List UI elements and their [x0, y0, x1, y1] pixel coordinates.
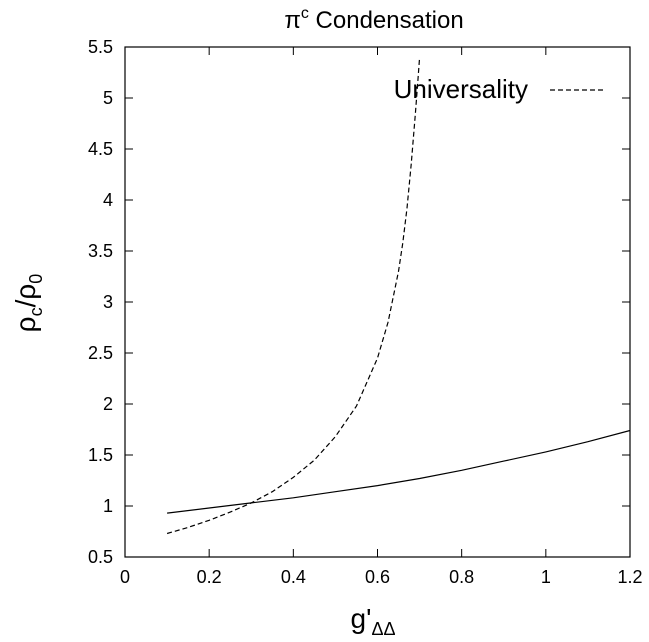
- legend: Universality: [394, 74, 604, 104]
- y-tick-label: 4.5: [88, 139, 113, 159]
- x-tick-label: 1: [541, 567, 551, 587]
- y-tick-label: 2: [103, 394, 113, 414]
- x-tick-label: 1.2: [617, 567, 642, 587]
- x-axis-label: g'ΔΔ: [351, 603, 396, 639]
- y-tick-label: 3.5: [88, 241, 113, 261]
- x-tick-label: 0.8: [449, 567, 474, 587]
- x-axis-ticks: 0 0.2 0.4 0.6 0.8 1 1.2: [120, 47, 643, 587]
- y-tick-label: 0.5: [88, 547, 113, 567]
- x-tick-label: 0.4: [281, 567, 306, 587]
- series-line-0: [167, 429, 631, 514]
- y-axis-label: ρc/ρ0: [10, 274, 46, 333]
- y-tick-label: 5.5: [88, 37, 113, 57]
- series-layer: [166, 57, 631, 535]
- y-tick-label: 2.5: [88, 343, 113, 363]
- x-tick-label: 0: [120, 567, 130, 587]
- y-tick-label: 1.5: [88, 445, 113, 465]
- y-axis-ticks: 0.5 1 1.5 2 2.5 3 3.5 4 4.5 5 5.5: [88, 37, 630, 567]
- y-tick-label: 3: [103, 292, 113, 312]
- y-tick-label: 1: [103, 496, 113, 516]
- y-tick-label: 4: [103, 190, 113, 210]
- x-tick-label: 0.6: [365, 567, 390, 587]
- plot-frame: [124, 46, 631, 558]
- x-tick-label: 0.2: [197, 567, 222, 587]
- y-tick-label: 5: [103, 88, 113, 108]
- series-line-universality: [166, 57, 421, 535]
- chart-title: πc Condensation: [284, 5, 463, 34]
- legend-label-universality: Universality: [394, 74, 528, 104]
